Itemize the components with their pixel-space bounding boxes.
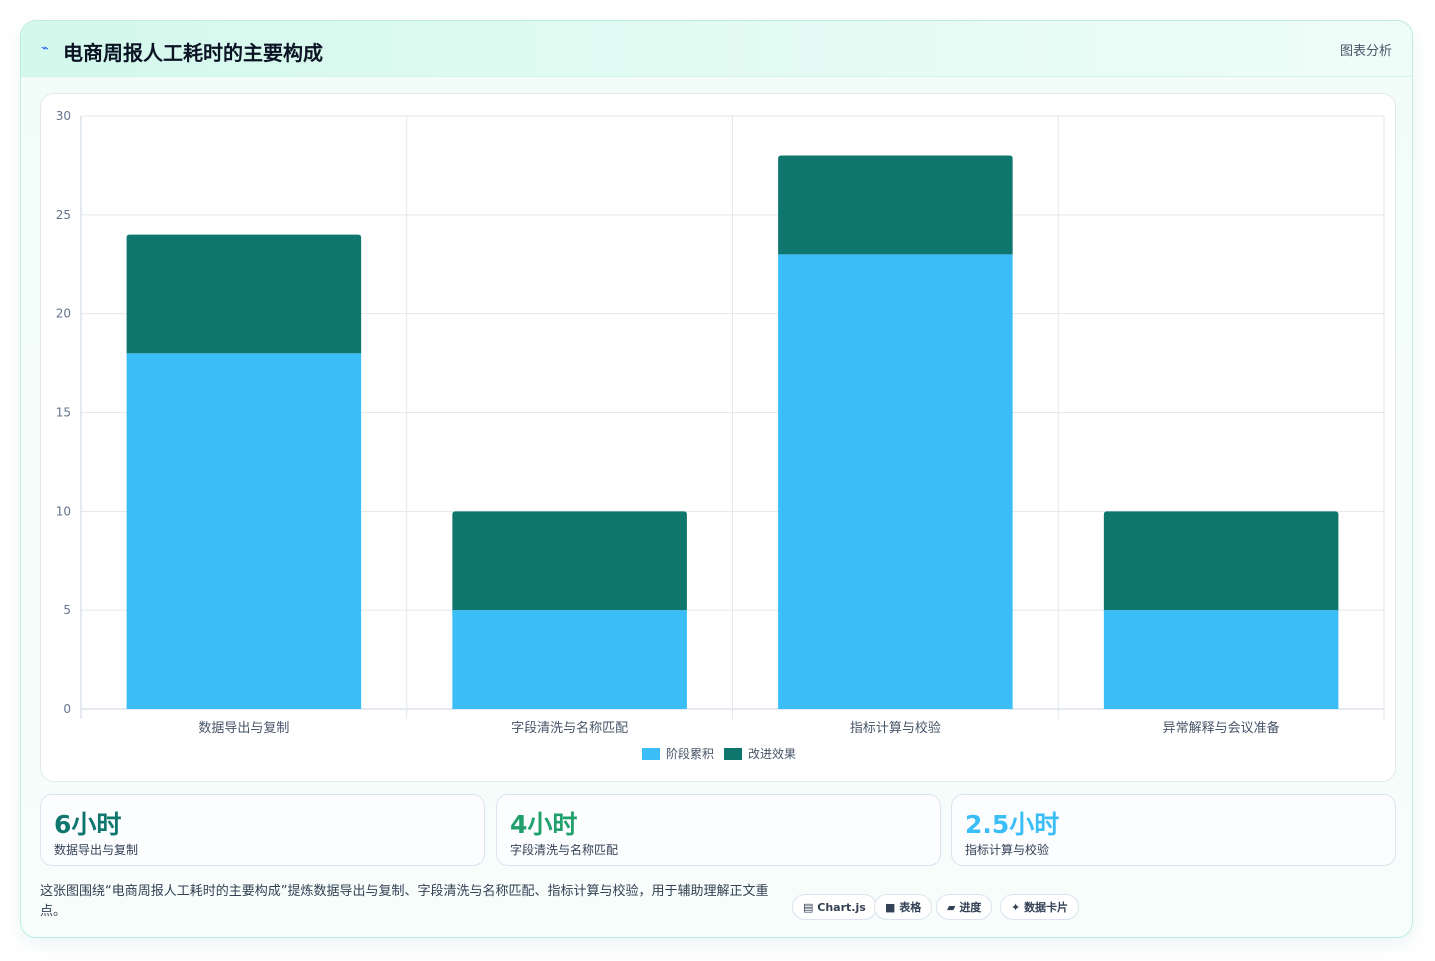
bar-改进效果	[126, 234, 362, 354]
chart-icon: ▤	[803, 901, 814, 914]
chart-description: 这张图围绕“电商周报人工耗时的主要构成”提炼数据导出与复制、字段清洗与名称匹配、…	[40, 884, 769, 919]
y-tick-label: 20	[56, 307, 71, 321]
card-header: ⌁ 电商周报人工耗时的主要构成 图表分析	[21, 21, 1412, 77]
y-tick-label: 10	[56, 504, 71, 518]
stat-value: 4小时	[510, 810, 578, 839]
bar-阶段累积	[126, 353, 362, 709]
bar-改进效果	[1103, 511, 1339, 611]
bar-阶段累积	[1103, 610, 1339, 709]
legend-swatch	[642, 748, 660, 760]
legend-label: 改进效果	[748, 746, 796, 761]
tag-progress[interactable]: ▰ 进度	[936, 894, 993, 920]
tag-label: 表格	[899, 901, 922, 914]
stat-card-1: 6小时 数据导出与复制	[40, 794, 485, 866]
bar-阶段累积	[778, 254, 1013, 709]
legend-label: 阶段累积	[666, 746, 714, 761]
x-tick-label: 异常解释与会议准备	[1163, 720, 1280, 736]
stat-card-2: 4小时 字段清洗与名称匹配	[496, 794, 941, 866]
y-tick-label: 0	[63, 702, 71, 716]
tag-chartjs[interactable]: ▤ Chart.js	[792, 894, 877, 920]
stat-label: 指标计算与校验	[965, 843, 1050, 857]
table-icon: ■	[885, 901, 896, 914]
stat-label: 字段清洗与名称匹配	[510, 843, 619, 857]
tag-data-card[interactable]: ✦ 数据卡片	[1000, 894, 1080, 920]
x-tick-label: 数据导出与复制	[198, 721, 289, 736]
stat-value: 2.5小时	[965, 810, 1060, 839]
y-tick-label: 15	[56, 406, 71, 420]
legend-swatch	[724, 748, 742, 760]
stat-card-3: 2.5小时 指标计算与校验	[951, 794, 1396, 866]
chart-type-tag: 图表分析	[1339, 44, 1392, 59]
sparkle-icon: ✦	[1011, 901, 1021, 914]
tag-table[interactable]: ■ 表格	[874, 894, 933, 920]
chart-panel: 0 5 10 15 20 25 30 数据导出与复制 字段清洗与名称匹配 指标计算与校验 异常解释与…	[40, 93, 1396, 782]
bar-chart: 0 5 10 15 20 25 30 数据导出与复制 字段清洗与名称匹配 指标计算与校验 异常解释与…	[56, 109, 1385, 761]
chart-spark-icon: ⌁	[41, 41, 49, 56]
stat-label: 数据导出与复制	[54, 843, 139, 857]
tag-label: 数据卡片	[1024, 901, 1069, 914]
chart-card: ⌁ 电商周报人工耗时的主要构成 图表分析 0 5 10 15 20 25 30 数据导出与复制…	[20, 20, 1413, 938]
bar-阶段累积	[452, 610, 687, 709]
y-tick-label: 30	[56, 109, 71, 123]
y-tick-label: 5	[63, 603, 71, 617]
bar-改进效果	[778, 155, 1013, 255]
progress-icon: ▰	[947, 901, 956, 914]
tag-label: 进度	[959, 901, 982, 914]
y-tick-label: 25	[56, 208, 71, 222]
tag-label: Chart.js	[817, 901, 866, 914]
chart-title: 电商周报人工耗时的主要构成	[63, 41, 323, 65]
stat-value: 6小时	[54, 810, 122, 839]
bar-改进效果	[452, 511, 687, 611]
x-tick-label: 字段清洗与名称匹配	[511, 720, 628, 736]
x-tick-label: 指标计算与校验	[850, 720, 941, 736]
